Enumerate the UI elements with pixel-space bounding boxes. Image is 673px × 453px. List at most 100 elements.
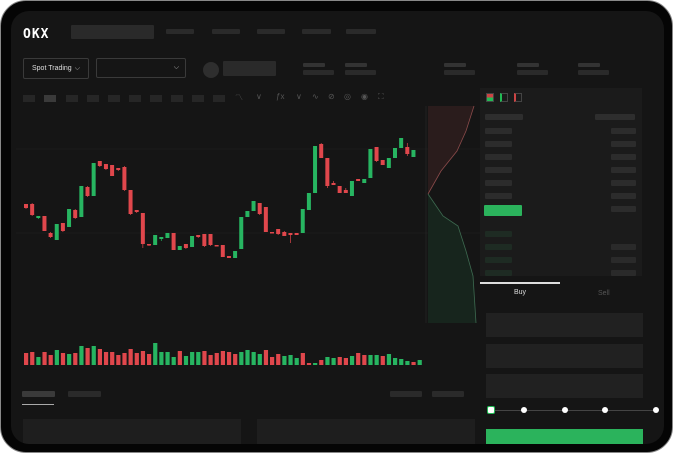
app-screen: OKX Spot Trading ⌵ ⌵ 〽 ∨ ƒx ∨ ∿ ⊘ ◎ ◉ ⛶ [11, 11, 664, 444]
slider-handle[interactable] [487, 406, 495, 414]
candle-body [73, 210, 78, 218]
ask-price [485, 167, 512, 173]
volume-bar [171, 357, 176, 365]
volume-bar [325, 357, 330, 365]
candle-body [343, 190, 348, 193]
bid-amount [611, 244, 636, 250]
timeframe-button[interactable] [108, 95, 120, 102]
timeframe-button[interactable] [171, 95, 183, 102]
book-both-icon[interactable] [486, 93, 494, 102]
nav-item[interactable] [257, 29, 285, 34]
volume-bar [349, 356, 355, 365]
volume-bar [67, 354, 72, 365]
volume-bar [153, 343, 158, 365]
volume-bar [300, 353, 305, 365]
amount-input[interactable] [486, 344, 643, 368]
tab-order-history[interactable] [68, 391, 101, 397]
timeframe-button[interactable] [213, 95, 225, 102]
candle-body [60, 223, 65, 231]
ask-amount [611, 180, 636, 186]
tab-buy[interactable]: Buy [514, 289, 527, 296]
okx-logo[interactable]: OKX [23, 27, 50, 42]
timeframe-button[interactable] [150, 95, 162, 102]
spot-trading-dropdown[interactable]: Spot Trading ⌵ [23, 58, 89, 79]
volume-bar [405, 361, 410, 365]
candle-body [276, 229, 281, 234]
bottom-card [257, 419, 475, 444]
candle-body [183, 244, 188, 248]
candle-body [245, 211, 250, 217]
slider-step[interactable] [602, 407, 608, 413]
search-bar[interactable] [71, 25, 154, 39]
volume-bar [79, 346, 84, 365]
candle-body [116, 168, 121, 170]
bid-price [485, 257, 512, 263]
volume-bar [60, 353, 66, 365]
candle-body [239, 217, 244, 249]
volume-bar [42, 352, 47, 365]
candle-body [140, 213, 145, 244]
nav-item[interactable] [212, 29, 240, 34]
candle-body [24, 204, 28, 208]
buy-button[interactable] [486, 429, 643, 444]
line-tool-icon[interactable]: ∿ [312, 92, 319, 101]
candle-body [54, 224, 59, 240]
slider-step[interactable] [521, 407, 527, 413]
price-input[interactable] [486, 313, 643, 337]
pen-icon[interactable]: ⊘ [328, 92, 335, 101]
candle-body [36, 216, 41, 218]
indicator-icon[interactable]: 〽 [235, 93, 243, 102]
filter-button[interactable] [432, 391, 464, 397]
chevron-down-icon[interactable]: ∨ [296, 92, 302, 101]
volume-bar [380, 356, 385, 365]
fullscreen-icon[interactable]: ⛶ [378, 92, 384, 101]
tab-sell[interactable]: Sell [598, 290, 610, 297]
volume-bar [362, 355, 367, 365]
chevron-down-icon: ⌵ [74, 64, 81, 72]
bid-price [485, 270, 512, 276]
last-price-badge [484, 205, 522, 216]
ask-price [485, 141, 512, 147]
nav-item[interactable] [166, 29, 194, 34]
timeframe-button[interactable] [44, 95, 56, 102]
nav-item[interactable] [302, 29, 331, 34]
stat-label [444, 63, 466, 67]
candlestick-chart[interactable] [11, 11, 481, 381]
timeframe-button[interactable] [23, 95, 35, 102]
fx-icon[interactable]: ƒx [276, 92, 285, 101]
volume-bar [190, 352, 195, 365]
volume-bar [337, 357, 342, 365]
candle-body [374, 147, 379, 161]
leverage-slider-track[interactable] [490, 410, 657, 411]
ask-price [485, 128, 512, 134]
slider-step[interactable] [653, 407, 659, 413]
volume-bar [288, 355, 293, 365]
candle-body [190, 236, 195, 247]
camera-icon[interactable]: ◎ [344, 92, 351, 101]
pair-select[interactable]: ⌵ [96, 58, 186, 78]
volume-bar [306, 363, 312, 365]
stat-value [517, 70, 548, 75]
timeframe-button[interactable] [129, 95, 141, 102]
volume-bar [165, 352, 170, 365]
book-bids-icon[interactable] [500, 93, 508, 102]
volume-bar [177, 351, 182, 365]
volume-bar [110, 352, 115, 365]
timeframe-button[interactable] [87, 95, 99, 102]
book-asks-icon[interactable] [514, 93, 522, 102]
candle-body [147, 244, 151, 246]
filter-button[interactable] [390, 391, 422, 397]
candle-body [159, 237, 164, 239]
candle-body [134, 210, 139, 212]
settings-icon[interactable]: ◉ [361, 92, 368, 101]
slider-step[interactable] [562, 407, 568, 413]
volume-bar [214, 353, 219, 365]
total-input[interactable] [486, 374, 643, 398]
timeframe-button[interactable] [66, 95, 78, 102]
tab-open-orders[interactable] [22, 391, 55, 397]
nav-item[interactable] [346, 29, 376, 34]
timeframe-button[interactable] [192, 95, 204, 102]
volume-bar [97, 349, 102, 365]
indicator-dropdown-icon[interactable]: ∨ [256, 92, 262, 101]
candle-body [380, 160, 385, 165]
